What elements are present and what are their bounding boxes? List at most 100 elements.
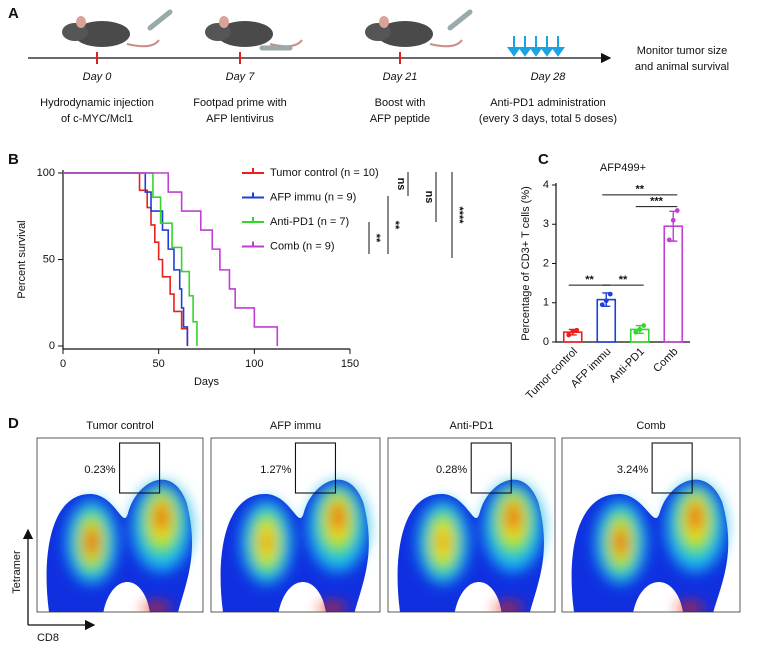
day-label: Day 28 <box>531 71 567 83</box>
mouse-ear <box>76 16 86 28</box>
data-point <box>566 332 572 338</box>
mouse-icon <box>205 16 303 51</box>
gate <box>651 442 693 494</box>
x-axis-label: CD8 <box>37 632 59 644</box>
y-tick-label: 0 <box>543 336 549 348</box>
x-tick-label: 100 <box>245 358 263 370</box>
syringe <box>147 9 173 31</box>
data-point <box>603 298 609 304</box>
day-description: AFP peptide <box>370 113 430 125</box>
significance-label: ** <box>370 234 382 243</box>
significance-label: ns <box>423 191 435 204</box>
mouse-ear <box>219 16 229 28</box>
day-label: Day 0 <box>83 71 113 83</box>
legend-label: Tumor control (n = 10) <box>270 167 379 179</box>
y-tick-label: 3 <box>543 218 549 230</box>
x-tick-label: Comb <box>651 346 680 375</box>
mouse-tail <box>429 39 463 48</box>
mouse-body <box>217 21 273 47</box>
density-blob <box>439 533 447 551</box>
plot-frame <box>36 437 204 613</box>
data-point <box>574 327 580 333</box>
survival-line <box>63 172 279 346</box>
density-blob <box>689 502 702 532</box>
density-core <box>594 482 726 612</box>
data-point <box>607 291 613 297</box>
day-description: of c-MYC/Mcl1 <box>61 113 133 125</box>
density-blob <box>155 502 168 532</box>
day-description: Footpad prime with <box>193 97 287 109</box>
survival-line <box>63 172 189 346</box>
y-tick-label: 50 <box>43 253 55 265</box>
survival-line <box>63 172 189 346</box>
y-tick-label: 0 <box>49 340 55 352</box>
data-point <box>674 208 680 213</box>
y-tick-label: 100 <box>37 167 55 179</box>
density-blob <box>615 527 627 557</box>
x-axis-label: Days <box>194 376 220 388</box>
day-description: Boost with <box>375 97 426 109</box>
panel-label: D <box>8 415 19 432</box>
significance-label: ** <box>619 274 628 286</box>
density-core <box>65 482 192 612</box>
significance-label: ** <box>635 184 644 196</box>
density-blob <box>263 533 271 551</box>
plot-title: Comb <box>636 420 665 432</box>
density-plot <box>220 479 369 612</box>
end-label: Monitor tumor size <box>637 45 727 57</box>
density-core <box>417 482 544 612</box>
plot-title: Anti-PD1 <box>449 420 493 432</box>
bar <box>663 225 684 343</box>
gate <box>294 442 337 494</box>
x-tick-label: 150 <box>341 358 359 370</box>
x-tick-label: Anti-PD1 <box>607 346 647 386</box>
panel-label: B <box>8 151 19 168</box>
y-axis-label: Tetramer <box>11 550 23 594</box>
density-blob <box>676 603 705 612</box>
y-tick-label: 2 <box>543 257 549 269</box>
plot-title: AFP immu <box>270 420 321 432</box>
significance-label: **** <box>453 206 465 224</box>
day-description: Hydrodynamic injection <box>40 97 154 109</box>
gate <box>470 442 512 494</box>
x-tick-label: 50 <box>153 358 165 370</box>
significance-label: *** <box>650 195 664 207</box>
y-axis-label: Percent survival <box>16 220 28 298</box>
panel-label: C <box>538 151 549 168</box>
density-blob <box>142 603 171 612</box>
data-point <box>599 302 605 308</box>
data-point <box>637 327 643 332</box>
data-point <box>641 323 647 328</box>
survival-line <box>63 172 198 346</box>
data-point <box>666 237 672 243</box>
plot-frame <box>387 437 556 613</box>
density-blob <box>318 603 347 612</box>
mouse-ear <box>379 16 389 28</box>
density-plot <box>397 479 544 612</box>
day-description: Anti-PD1 administration <box>490 97 606 109</box>
end-label: and animal survival <box>635 61 729 73</box>
day-label: Day 7 <box>226 71 256 83</box>
day-description: AFP lentivirus <box>206 113 274 125</box>
dose-arrows <box>507 36 565 57</box>
density-blob <box>331 502 344 532</box>
day-description: (every 3 days, total 5 doses) <box>479 113 617 125</box>
plot-frame <box>561 437 741 613</box>
mouse-tail <box>269 39 303 48</box>
y-axis-label: Percentage of CD3+ T cells (%) <box>520 186 532 341</box>
significance-label: ** <box>389 221 401 230</box>
plot-title: Tumor control <box>86 420 153 432</box>
gate-percent: 3.24% <box>617 464 648 476</box>
significance-label: ns <box>395 178 407 191</box>
data-point <box>633 329 639 335</box>
density-core <box>240 482 368 612</box>
density-blob <box>507 502 520 532</box>
data-point <box>570 329 576 334</box>
gate-percent: 1.27% <box>260 464 291 476</box>
gate-percent: 0.23% <box>84 464 115 476</box>
gate <box>119 442 161 494</box>
data-point <box>670 217 676 223</box>
legend-label: Anti-PD1 (n = 7) <box>270 216 349 228</box>
chart-title: AFP499+ <box>600 162 646 174</box>
